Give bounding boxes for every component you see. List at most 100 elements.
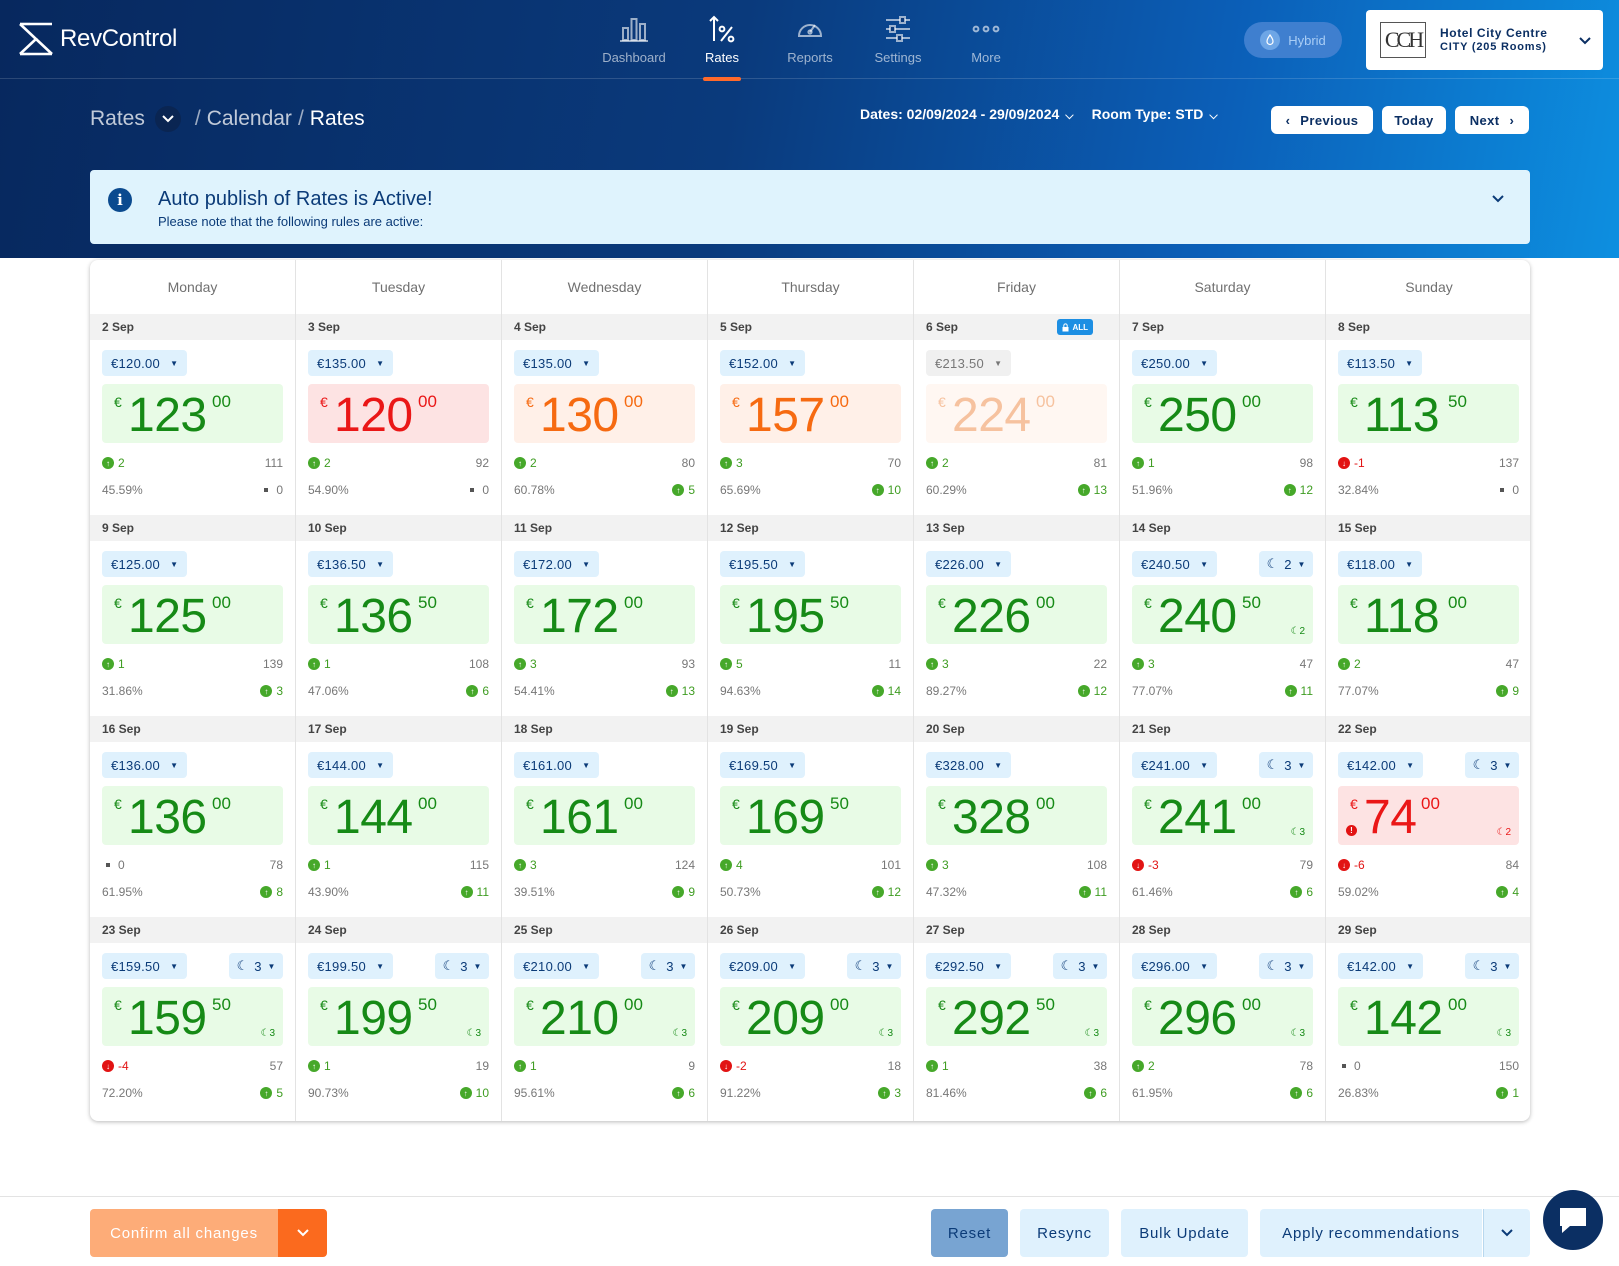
hotel-selector[interactable]: CCH Hotel City Centre CITY (205 Rooms) (1366, 10, 1603, 70)
price-display[interactable]: €226 00 (926, 585, 1107, 644)
rate-dropdown[interactable]: €120.00 ▼ (102, 350, 188, 376)
price-display[interactable]: €296 00 ☾3 (1132, 987, 1313, 1046)
day-cell[interactable]: 12 Sep €195.50 ▼ €195 50 ↑ 5 11 94.63% ↑ 14 (708, 515, 913, 716)
day-cell[interactable]: 18 Sep €161.00 ▼ €161 00 ↑ 3 124 39.51% ↑ 9 (502, 716, 707, 917)
price-display[interactable]: €136 50 (308, 585, 489, 644)
price-display[interactable]: €328 00 (926, 786, 1107, 845)
alert-expand-toggle[interactable] (1492, 190, 1504, 206)
day-cell[interactable]: 19 Sep €169.50 ▼ €169 50 ↑ 4 101 50.73% ↑ 12 (708, 716, 913, 917)
rate-dropdown[interactable]: €152.00 ▼ (720, 350, 806, 376)
price-display[interactable]: €240 50 ☾2 (1132, 585, 1313, 644)
rate-dropdown[interactable]: €135.00 ▼ (514, 350, 600, 376)
min-stay-dropdown[interactable]: ☾ 3 ▼ (1465, 752, 1519, 778)
day-cell[interactable]: 4 Sep €135.00 ▼ €130 00 ↑ 2 80 60.78% ↑ 5 (502, 314, 707, 515)
price-display[interactable]: €113 50 (1338, 384, 1519, 443)
price-display[interactable]: €199 50 ☾3 (308, 987, 489, 1046)
breadcrumb-root[interactable]: Rates (90, 107, 145, 130)
rate-dropdown[interactable]: €250.00 ▼ (1132, 350, 1218, 376)
price-display[interactable]: €169 50 (720, 786, 901, 845)
rate-dropdown[interactable]: €328.00 ▼ (926, 752, 1012, 778)
day-cell[interactable]: 25 Sep €210.00 ▼ ☾ 3 ▼ €210 00 ☾3 ↑ 1 9 95.61% ↑ 6 (502, 917, 707, 1118)
rate-dropdown[interactable]: €199.50 ▼ (308, 953, 394, 979)
day-cell[interactable]: 23 Sep €159.50 ▼ ☾ 3 ▼ €159 50 ☾3 ↓ -4 57 72.20% ↑ 5 (90, 917, 295, 1118)
price-display[interactable]: €210 00 ☾3 (514, 987, 695, 1046)
rate-dropdown[interactable]: €213.50 ▼ (926, 350, 1012, 376)
price-display[interactable]: €120 00 (308, 384, 489, 443)
min-stay-dropdown[interactable]: ☾ 3 ▼ (1259, 953, 1313, 979)
room-type-filter[interactable]: Room Type: STD ⌵ (1092, 106, 1218, 123)
day-cell[interactable]: 17 Sep €144.00 ▼ €144 00 ↑ 1 115 43.90% ↑ 11 (296, 716, 501, 917)
min-stay-dropdown[interactable]: ☾ 3 ▼ (1465, 953, 1519, 979)
rate-dropdown[interactable]: €195.50 ▼ (720, 551, 806, 577)
breadcrumb-middle[interactable]: Calendar (206, 107, 292, 130)
day-cell[interactable]: 6 Sep ALL €213.50 ▼ €224 00 ↑ 2 81 60.29% ↑ 13 (914, 314, 1119, 515)
price-display[interactable]: €209 00 ☾3 (720, 987, 901, 1046)
price-display[interactable]: €224 00 (926, 384, 1107, 443)
day-cell[interactable]: 11 Sep €172.00 ▼ €172 00 ↑ 3 93 54.41% ↑ 13 (502, 515, 707, 716)
price-display[interactable]: €118 00 (1338, 585, 1519, 644)
lock-badge[interactable]: ALL (1057, 319, 1093, 335)
rate-dropdown[interactable]: €125.00 ▼ (102, 551, 188, 577)
rate-dropdown[interactable]: €161.00 ▼ (514, 752, 600, 778)
day-cell[interactable]: 7 Sep €250.00 ▼ €250 00 ↑ 1 98 51.96% ↑ 12 (1120, 314, 1325, 515)
day-cell[interactable]: 20 Sep €328.00 ▼ €328 00 ↑ 3 108 47.32% ↑ 11 (914, 716, 1119, 917)
min-stay-dropdown[interactable]: ☾ 3 ▼ (435, 953, 489, 979)
reset-button[interactable]: Reset (931, 1209, 1008, 1257)
next-button[interactable]: Next › (1455, 106, 1529, 134)
dates-filter[interactable]: Dates: 02/09/2024 - 29/09/2024 ⌵ (860, 106, 1074, 123)
rate-dropdown[interactable]: €135.00 ▼ (308, 350, 394, 376)
price-display[interactable]: €136 00 (102, 786, 283, 845)
rate-dropdown[interactable]: €240.50 ▼ (1132, 551, 1218, 577)
rate-dropdown[interactable]: €226.00 ▼ (926, 551, 1012, 577)
today-button[interactable]: Today (1382, 106, 1446, 134)
day-cell[interactable]: 5 Sep €152.00 ▼ €157 00 ↑ 3 70 65.69% ↑ 10 (708, 314, 913, 515)
apply-options-button[interactable] (1483, 1209, 1530, 1257)
day-cell[interactable]: 24 Sep €199.50 ▼ ☾ 3 ▼ €199 50 ☾3 ↑ 1 19 90.73% ↑ 10 (296, 917, 501, 1118)
price-display[interactable]: €130 00 (514, 384, 695, 443)
rate-dropdown[interactable]: €241.00 ▼ (1132, 752, 1218, 778)
price-display[interactable]: €250 00 (1132, 384, 1313, 443)
day-cell[interactable]: 10 Sep €136.50 ▼ €136 50 ↑ 1 108 47.06% ↑ 6 (296, 515, 501, 716)
hybrid-mode-toggle[interactable]: Hybrid (1244, 22, 1342, 58)
min-stay-dropdown[interactable]: ☾ 3 ▼ (847, 953, 901, 979)
resync-button[interactable]: Resync (1020, 1209, 1109, 1257)
app-logo[interactable]: RevControl (18, 22, 177, 56)
rate-dropdown[interactable]: €292.50 ▼ (926, 953, 1012, 979)
price-display[interactable]: €159 50 ☾3 (102, 987, 283, 1046)
rate-dropdown[interactable]: €136.00 ▼ (102, 752, 188, 778)
rate-dropdown[interactable]: €210.00 ▼ (514, 953, 600, 979)
nav-reports[interactable]: Reports (766, 14, 854, 79)
rate-dropdown[interactable]: €142.00 ▼ (1338, 953, 1424, 979)
price-display[interactable]: €161 00 (514, 786, 695, 845)
min-stay-dropdown[interactable]: ☾ 3 ▼ (1053, 953, 1107, 979)
day-cell[interactable]: 3 Sep €135.00 ▼ €120 00 ↑ 2 92 54.90% 0 (296, 314, 501, 515)
min-stay-dropdown[interactable]: ☾ 3 ▼ (1259, 752, 1313, 778)
day-cell[interactable]: 28 Sep €296.00 ▼ ☾ 3 ▼ €296 00 ☾3 ↑ 2 78 61.95% ↑ 6 (1120, 917, 1325, 1118)
day-cell[interactable]: 8 Sep €113.50 ▼ €113 50 ↓ -1 137 32.84% 0 (1326, 314, 1530, 515)
price-display[interactable]: €144 00 (308, 786, 489, 845)
price-display[interactable]: €74 00 ☾2! (1338, 786, 1519, 845)
rate-dropdown[interactable]: €118.00 ▼ (1338, 551, 1423, 577)
nav-more[interactable]: More (942, 14, 1030, 79)
rate-dropdown[interactable]: €136.50 ▼ (308, 551, 394, 577)
day-cell[interactable]: 2 Sep €120.00 ▼ €123 00 ↑ 2 111 45.59% 0 (90, 314, 295, 515)
day-cell[interactable]: 21 Sep €241.00 ▼ ☾ 3 ▼ €241 00 ☾3 ↓ -3 79 61.46% ↑ 6 (1120, 716, 1325, 917)
nav-settings[interactable]: Settings (854, 14, 942, 79)
previous-button[interactable]: ‹ Previous (1271, 106, 1373, 134)
day-cell[interactable]: 22 Sep €142.00 ▼ ☾ 3 ▼ €74 00 ☾2! ↓ -6 84 59.02% ↑ 4 (1326, 716, 1530, 917)
day-cell[interactable]: 9 Sep €125.00 ▼ €125 00 ↑ 1 139 31.86% ↑ 3 (90, 515, 295, 716)
rate-dropdown[interactable]: €209.00 ▼ (720, 953, 806, 979)
nav-rates[interactable]: Rates (678, 14, 766, 81)
day-cell[interactable]: 27 Sep €292.50 ▼ ☾ 3 ▼ €292 50 ☾3 ↑ 1 38 81.46% ↑ 6 (914, 917, 1119, 1118)
day-cell[interactable]: 15 Sep €118.00 ▼ €118 00 ↑ 2 47 77.07% ↑ 9 (1326, 515, 1530, 716)
rate-dropdown[interactable]: €144.00 ▼ (308, 752, 394, 778)
price-display[interactable]: €157 00 (720, 384, 901, 443)
day-cell[interactable]: 16 Sep €136.00 ▼ €136 00 0 78 61.95% ↑ 8 (90, 716, 295, 917)
price-display[interactable]: €142 00 ☾3 (1338, 987, 1519, 1046)
price-display[interactable]: €123 00 (102, 384, 283, 443)
chat-button[interactable] (1543, 1190, 1603, 1250)
breadcrumb-dropdown-button[interactable] (154, 106, 181, 132)
price-display[interactable]: €195 50 (720, 585, 901, 644)
rate-dropdown[interactable]: €296.00 ▼ (1132, 953, 1218, 979)
price-display[interactable]: €241 00 ☾3 (1132, 786, 1313, 845)
